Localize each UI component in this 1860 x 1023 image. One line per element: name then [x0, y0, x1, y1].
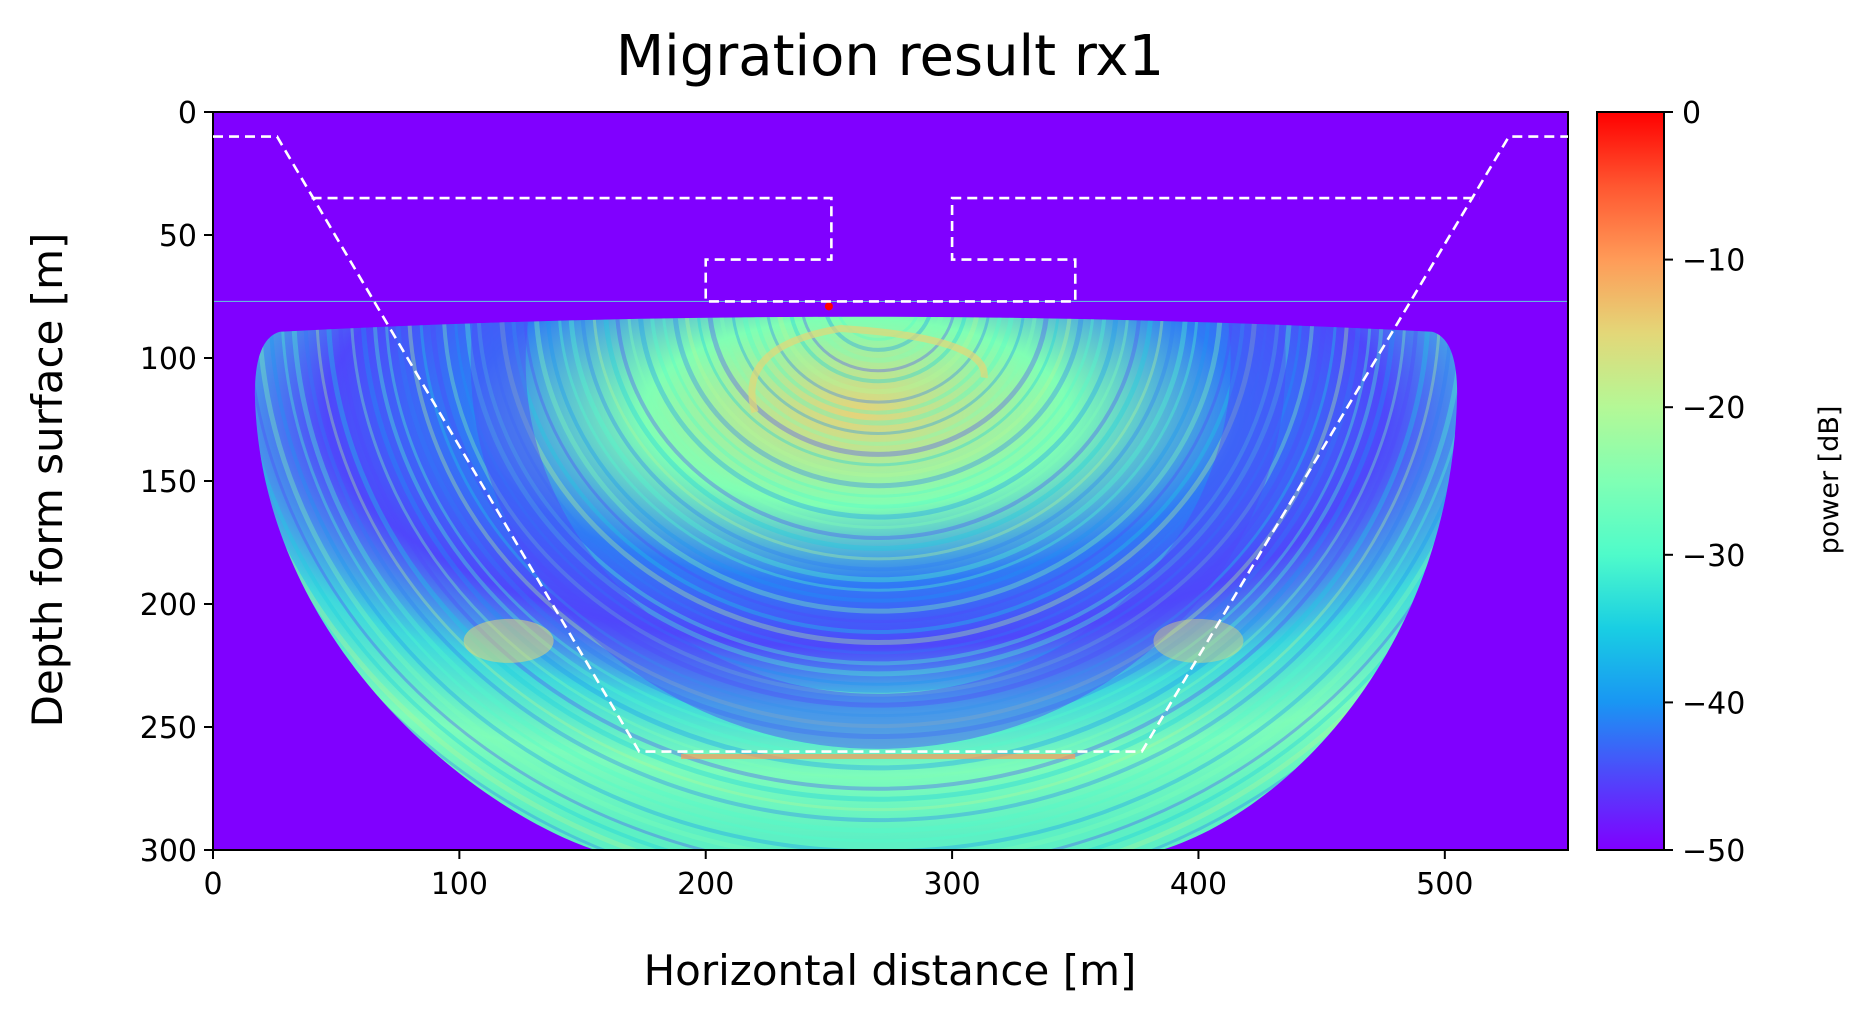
migration-ring — [800, 316, 957, 373]
migration-ring — [580, 316, 1177, 572]
migration-ring — [394, 316, 1362, 740]
migration-ring — [557, 316, 1199, 592]
migration-ring — [314, 316, 1442, 812]
migration-ring — [661, 316, 1095, 498]
migration-ring — [753, 316, 1004, 415]
migration-ring — [453, 316, 1303, 686]
migration-ring — [592, 316, 1165, 561]
migration-ring — [406, 316, 1350, 729]
colorbar-tick-label: −20 — [1682, 391, 1745, 426]
x-tick-label: 100 — [431, 867, 488, 902]
y-tick-label: 200 — [140, 588, 197, 623]
migration-ring — [568, 316, 1189, 583]
outlines — [213, 135, 1568, 753]
migration-ring — [522, 316, 1234, 624]
migration-ring — [302, 316, 1454, 823]
migration-ring — [787, 316, 969, 384]
migration-ring — [290, 316, 1458, 834]
x-tick-label: 200 — [677, 867, 734, 902]
migration-ring — [684, 316, 1073, 478]
x-tick-label: 300 — [923, 867, 980, 902]
colorbar: 0 −10 −20 −30 −40 −50 — [1596, 96, 1745, 869]
y-tick-label: 250 — [140, 711, 197, 746]
migration-ring — [280, 316, 1458, 843]
highlight-hot-spot — [824, 302, 833, 311]
x-axis-label: Horizontal distance [m] — [644, 946, 1137, 995]
outline-trench — [213, 135, 1568, 753]
migration-ring — [360, 316, 1397, 771]
migration-ring — [337, 316, 1419, 791]
migration-lobe — [254, 316, 1458, 850]
migration-ring — [626, 316, 1130, 530]
migration-ring — [545, 316, 1211, 603]
migration-ring — [349, 316, 1407, 780]
migration-rings — [254, 316, 1458, 850]
warm-patch-right — [1153, 618, 1244, 663]
migration-ring — [464, 316, 1293, 677]
migration-ring — [730, 316, 1026, 435]
migration-ring — [765, 316, 991, 404]
migration-ring — [510, 316, 1246, 635]
y-axis: 0 50 100 150 200 250 300 — [140, 96, 213, 869]
migration-ring — [718, 316, 1038, 446]
migration-ring — [649, 316, 1107, 509]
y-tick-label: 100 — [140, 342, 197, 377]
migration-ring — [834, 316, 922, 341]
migration-ring — [775, 316, 981, 395]
low-power-band — [470, 316, 1286, 749]
plot-area — [213, 112, 1568, 850]
migration-ring — [476, 316, 1281, 666]
y-tick-label: 150 — [140, 465, 197, 500]
migration-ring — [706, 316, 1050, 457]
colorbar-tick-label: −40 — [1682, 686, 1745, 721]
migration-ring — [602, 316, 1154, 551]
migration-ring — [325, 316, 1431, 802]
x-tick-label: 500 — [1416, 867, 1473, 902]
migration-ring — [418, 316, 1338, 718]
x-tick-label: 400 — [1170, 867, 1227, 902]
migration-ring — [637, 316, 1120, 520]
chart-title: Migration result rx1 — [616, 24, 1164, 89]
migration-ring — [741, 316, 1016, 426]
migration-ring — [671, 316, 1085, 489]
colorbar-tick-label: −10 — [1682, 244, 1745, 279]
y-tick-label: 300 — [140, 834, 197, 869]
migration-ring — [822, 316, 934, 352]
highlight-top-arc — [748, 324, 988, 414]
y-tick-label: 0 — [178, 96, 197, 131]
migration-ring — [441, 316, 1315, 697]
outline-left-structure — [311, 196, 1480, 303]
migration-ring — [614, 316, 1142, 540]
y-axis-label: Depth form surface [m] — [23, 233, 72, 728]
x-axis: 0 100 200 300 400 500 — [203, 850, 1473, 902]
migration-ring — [810, 316, 946, 363]
y-tick-label: 50 — [159, 219, 197, 254]
migration-ring — [696, 316, 1061, 467]
migration-ring — [488, 316, 1269, 655]
migration-ring — [384, 316, 1373, 749]
colorbar-scale — [1596, 111, 1665, 851]
colorbar-tick-label: −50 — [1682, 834, 1745, 869]
colorbar-tick-label: 0 — [1682, 96, 1701, 131]
colorbar-tick-label: −30 — [1682, 539, 1745, 574]
x-tick-label: 0 — [203, 867, 222, 902]
migration-ring — [498, 316, 1258, 645]
colorbar-label: power [dB] — [1814, 406, 1845, 555]
migration-ring — [533, 316, 1223, 614]
warm-patch-left — [463, 618, 554, 663]
migration-ring — [429, 316, 1327, 708]
